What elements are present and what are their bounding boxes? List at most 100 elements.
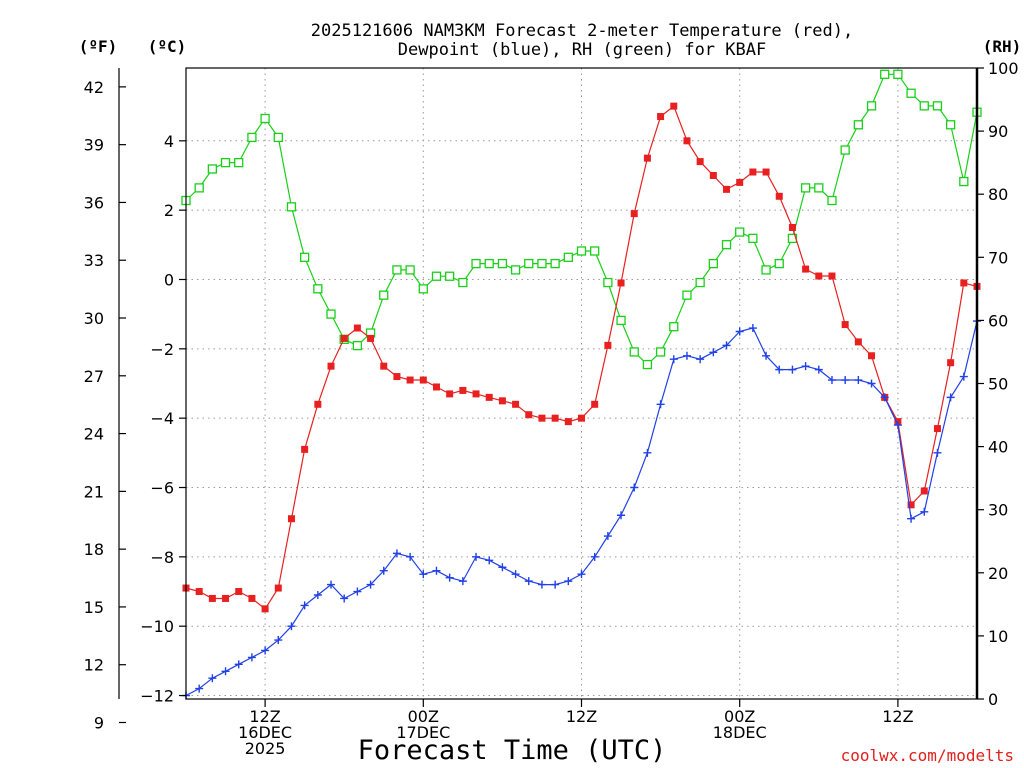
data-point	[512, 400, 520, 408]
series-dewpoint	[182, 317, 981, 700]
series-rh	[181, 69, 982, 370]
data-point	[920, 507, 929, 516]
data-point	[301, 445, 309, 453]
data-point	[419, 570, 428, 579]
data-point	[299, 252, 310, 262]
data-point	[853, 120, 863, 130]
x-axis-label: Forecast Time (UTC)	[358, 735, 667, 766]
time-tick-label: 18DEC	[713, 723, 767, 742]
data-point	[274, 636, 283, 645]
fahrenheit-tick-label: 9	[94, 713, 104, 732]
fahrenheit-tick-label: 15	[84, 598, 104, 617]
data-point	[379, 290, 389, 300]
celsius-tick-label: −12	[140, 687, 174, 706]
time-tick-label: 12Z	[882, 707, 913, 726]
fahrenheit-tick-label: 18	[84, 540, 104, 559]
celsius-tick-label: −8	[150, 548, 174, 567]
data-point	[748, 233, 758, 244]
data-point	[722, 341, 731, 350]
celsius-tick-label: −4	[150, 409, 174, 428]
celsius-tick-label: −6	[150, 479, 174, 498]
data-point	[880, 69, 890, 79]
data-point	[261, 646, 270, 655]
fahrenheit-tick-label: 21	[84, 482, 104, 501]
data-point	[485, 393, 493, 401]
data-point	[696, 158, 704, 166]
data-point	[274, 584, 282, 592]
series-layer	[181, 69, 982, 700]
credit-text: coolwx.com/modelts	[841, 746, 1014, 765]
fahrenheit-tick-label: 12	[84, 656, 104, 675]
data-point	[670, 102, 678, 110]
data-point	[208, 674, 217, 683]
data-point	[247, 132, 257, 143]
data-point	[261, 605, 269, 613]
data-point	[723, 185, 731, 193]
data-point	[866, 101, 877, 111]
data-point	[709, 171, 717, 179]
data-point	[669, 322, 679, 332]
data-point	[893, 421, 902, 430]
data-point	[352, 340, 363, 351]
rh-tick-label: 100	[988, 59, 1019, 78]
chart-title-line-1: 2025121606 NAM3KM Forecast 2-meter Tempe…	[311, 21, 853, 41]
data-point	[696, 355, 705, 364]
data-point	[340, 334, 348, 342]
data-point	[736, 178, 744, 186]
data-point	[868, 352, 876, 360]
data-point	[735, 227, 745, 237]
data-point	[682, 290, 692, 300]
data-point	[313, 590, 322, 599]
data-point	[564, 577, 573, 586]
rh-tick-label: 40	[988, 438, 1008, 457]
data-point	[630, 483, 639, 492]
data-point	[947, 359, 955, 367]
data-point	[498, 563, 507, 572]
data-point	[657, 113, 665, 121]
data-point	[458, 577, 467, 586]
data-point	[603, 532, 612, 541]
data-point	[472, 390, 480, 398]
data-point	[814, 183, 824, 193]
data-point	[906, 88, 916, 98]
data-point	[248, 594, 256, 602]
data-point	[287, 622, 296, 631]
data-point	[563, 252, 573, 262]
data-point	[959, 372, 968, 381]
data-point	[207, 164, 218, 174]
celsius-tick-label: 0	[164, 270, 174, 289]
data-point	[195, 684, 204, 693]
data-point	[234, 157, 244, 168]
data-point	[682, 351, 691, 360]
celsius-tick-label: −10	[140, 617, 174, 636]
celsius-tick-label: 2	[164, 201, 174, 220]
data-point	[616, 315, 626, 326]
data-point	[472, 552, 481, 561]
data-point	[629, 347, 639, 357]
data-point	[286, 202, 297, 212]
time-tick-label: 16DEC	[238, 723, 292, 742]
data-point	[577, 570, 586, 579]
data-point	[590, 246, 600, 256]
fahrenheit-tick-label: 27	[84, 367, 104, 386]
data-point	[867, 379, 876, 388]
data-point	[919, 101, 929, 111]
time-tick-label: 12Z	[566, 707, 597, 726]
data-point	[800, 183, 811, 193]
data-point	[418, 284, 428, 294]
gridlines	[186, 68, 977, 699]
data-point	[801, 362, 810, 371]
data-point	[643, 154, 651, 162]
data-point	[367, 334, 375, 342]
data-point	[260, 113, 270, 124]
data-point	[827, 376, 836, 385]
data-point	[827, 195, 837, 206]
rh-tick-label: 90	[988, 122, 1008, 141]
data-point	[247, 653, 256, 662]
data-point	[762, 168, 770, 176]
rh-tick-label: 60	[988, 311, 1008, 330]
data-point	[445, 271, 455, 281]
data-point	[484, 258, 494, 269]
data-point	[525, 411, 533, 419]
